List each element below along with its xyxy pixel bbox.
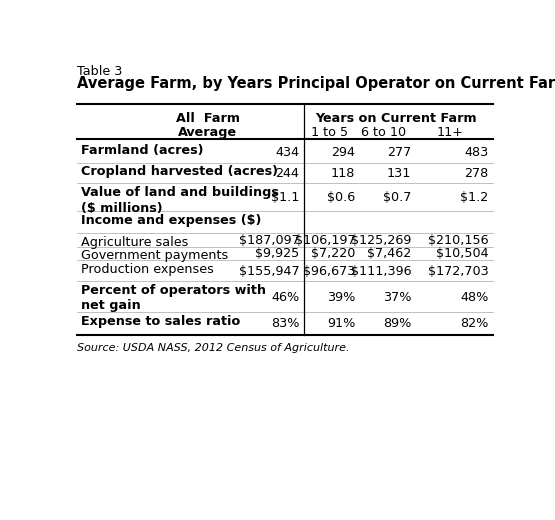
Text: 1 to 5: 1 to 5 <box>311 126 348 139</box>
Text: 46%: 46% <box>271 291 300 304</box>
Text: 278: 278 <box>465 167 489 180</box>
Text: $111,396: $111,396 <box>351 265 411 278</box>
Text: Income and expenses ($): Income and expenses ($) <box>80 214 261 227</box>
Text: Farmland (acres): Farmland (acres) <box>80 145 203 158</box>
Text: Percent of operators with
net gain: Percent of operators with net gain <box>80 284 265 313</box>
Text: Source: USDA NASS, 2012 Census of Agriculture.: Source: USDA NASS, 2012 Census of Agricu… <box>77 344 350 354</box>
Text: $1.1: $1.1 <box>271 191 300 204</box>
Text: $0.7: $0.7 <box>383 191 411 204</box>
Text: Expense to sales ratio: Expense to sales ratio <box>80 315 240 328</box>
Text: 294: 294 <box>331 146 355 159</box>
Text: 83%: 83% <box>271 317 300 330</box>
Text: Production expenses: Production expenses <box>80 263 214 276</box>
Text: All  Farm: All Farm <box>176 112 240 125</box>
Text: 6 to 10: 6 to 10 <box>361 126 406 139</box>
Text: $106,197: $106,197 <box>295 233 355 246</box>
Text: 91%: 91% <box>327 317 355 330</box>
Text: 82%: 82% <box>460 317 489 330</box>
Text: $0.6: $0.6 <box>327 191 355 204</box>
Text: Government payments: Government payments <box>80 250 228 263</box>
Text: $1.2: $1.2 <box>461 191 489 204</box>
Text: $7,462: $7,462 <box>367 248 411 261</box>
Text: $155,947: $155,947 <box>239 265 300 278</box>
Text: $210,156: $210,156 <box>428 233 489 246</box>
Text: Average Farm, by Years Principal Operator on Current Farm, 2012: Average Farm, by Years Principal Operato… <box>77 76 555 92</box>
Text: 483: 483 <box>465 146 489 159</box>
Text: 39%: 39% <box>327 291 355 304</box>
Text: $96,673: $96,673 <box>303 265 355 278</box>
Text: Value of land and buildings
($ millions): Value of land and buildings ($ millions) <box>80 186 279 215</box>
Text: $187,097: $187,097 <box>239 233 300 246</box>
Text: 244: 244 <box>275 167 300 180</box>
Text: 118: 118 <box>331 167 355 180</box>
Text: 89%: 89% <box>383 317 411 330</box>
Text: Agriculture sales: Agriculture sales <box>80 236 188 249</box>
Text: 434: 434 <box>275 146 300 159</box>
Text: $7,220: $7,220 <box>311 248 355 261</box>
Text: Average: Average <box>178 126 237 139</box>
Text: 37%: 37% <box>383 291 411 304</box>
Text: $9,925: $9,925 <box>255 248 300 261</box>
Text: 11+: 11+ <box>437 126 463 139</box>
Text: $10,504: $10,504 <box>436 248 489 261</box>
Text: $172,703: $172,703 <box>428 265 489 278</box>
Text: Table 3: Table 3 <box>77 65 123 78</box>
Text: $125,269: $125,269 <box>351 233 411 246</box>
Text: 277: 277 <box>387 146 411 159</box>
Text: Years on Current Farm: Years on Current Farm <box>315 112 477 125</box>
Text: 131: 131 <box>387 167 411 180</box>
Text: Cropland harvested (acres): Cropland harvested (acres) <box>80 165 278 178</box>
Text: 48%: 48% <box>460 291 489 304</box>
